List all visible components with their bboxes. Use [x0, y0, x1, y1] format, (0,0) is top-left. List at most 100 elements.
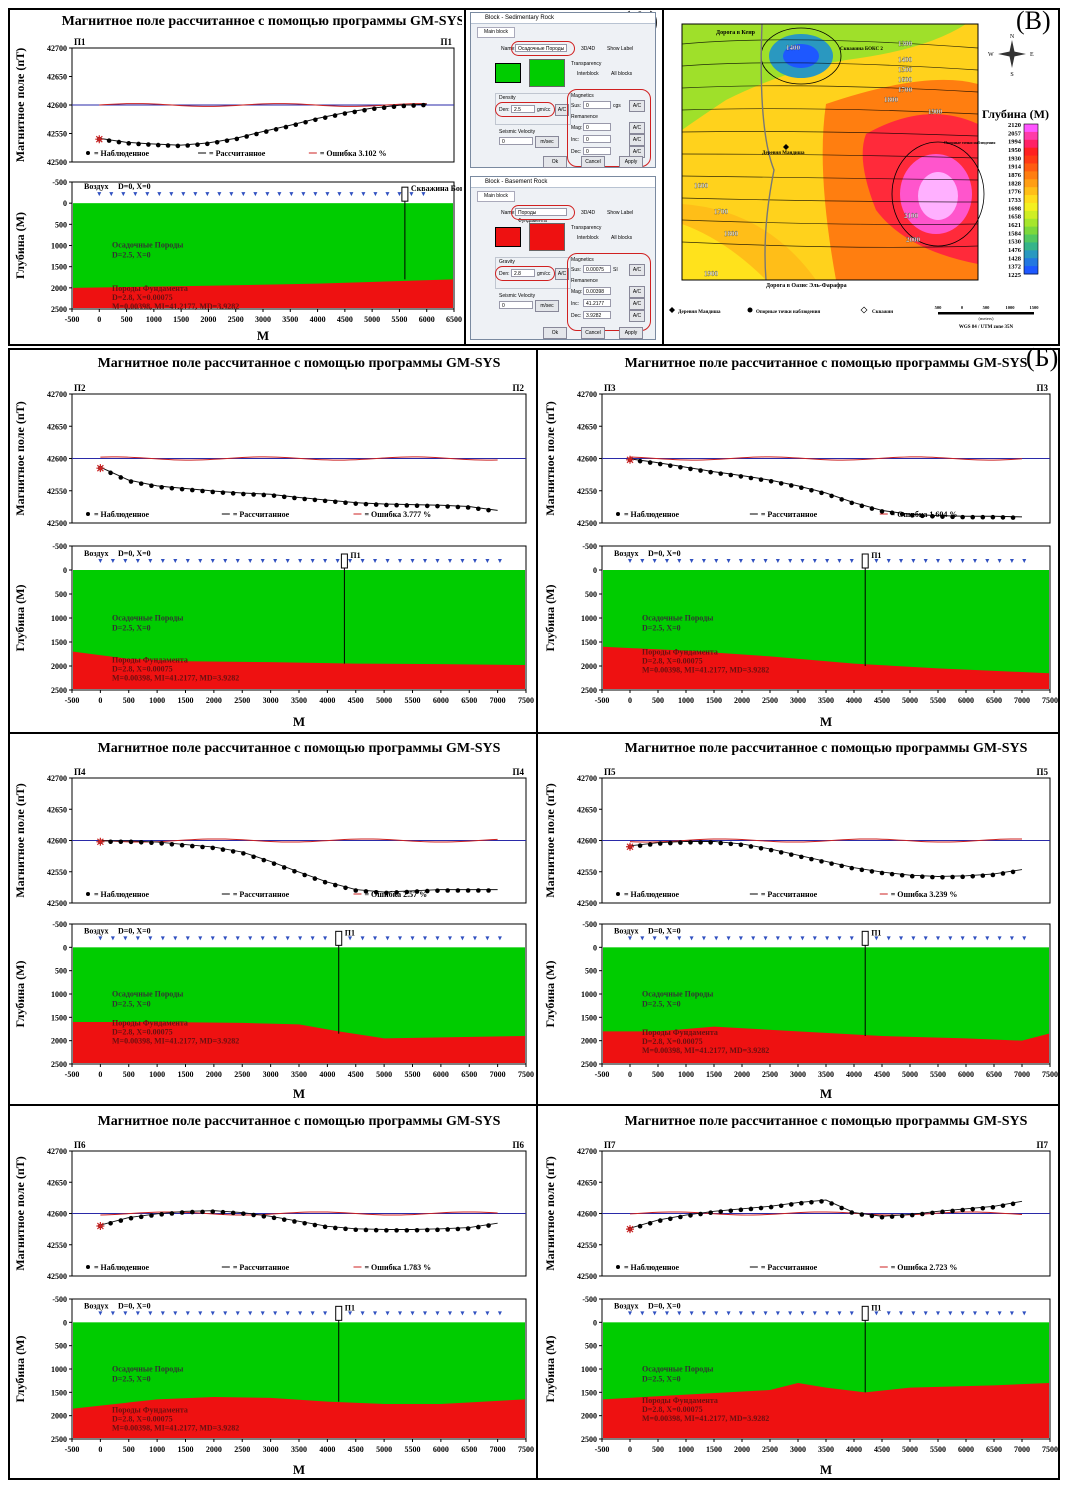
sus-field[interactable]: 0.00075 [583, 265, 611, 273]
observed-point [401, 103, 407, 109]
observed-point [879, 870, 885, 876]
legend-observed: = Наблюденное [624, 890, 680, 899]
apply-button[interactable]: Apply [619, 156, 643, 168]
station-marker [348, 1311, 353, 1316]
station-marker [726, 936, 731, 941]
station-marker [210, 559, 215, 563]
inc-ac-button[interactable]: A/C [629, 134, 645, 146]
depth-tick-label: 2000 [581, 1412, 597, 1421]
x-tick-label: 7000 [1014, 1070, 1030, 1079]
mag-ac-button[interactable]: A/C [629, 286, 645, 298]
profile-start-label: П3 [604, 383, 616, 393]
color-swatch-large[interactable] [529, 223, 565, 251]
inc-field[interactable]: 41.2177 [583, 299, 611, 307]
station-marker [664, 936, 669, 941]
dialog-tab[interactable]: Main block [477, 27, 515, 38]
dec-field[interactable]: 3.9282 [583, 311, 611, 319]
apply-button[interactable]: Apply [619, 327, 643, 339]
station-marker [98, 936, 103, 941]
observed-point [220, 490, 226, 495]
dialog-tab[interactable]: Main block [477, 191, 515, 202]
checkbox-3d[interactable]: 3D/4D [581, 210, 596, 216]
place-south: Дорога в Оазис Эль-Фарафра [766, 282, 847, 289]
density-ac-button[interactable]: A/C [555, 268, 569, 280]
x-tick-label: 1500 [178, 1445, 194, 1454]
dec-field[interactable]: 0 [583, 147, 611, 155]
inc-field[interactable]: 0 [583, 135, 611, 143]
x-tick-label: 6500 [986, 696, 1002, 705]
seismic-field[interactable]: 0 [499, 137, 533, 145]
x-tick-label: 3000 [790, 1445, 806, 1454]
mag-field[interactable]: 0 [583, 123, 611, 131]
seismic-unit[interactable]: m/sec [535, 136, 559, 148]
observed-point [688, 466, 693, 472]
observed-point [322, 879, 328, 885]
legend-observed-symbol [86, 512, 90, 516]
magnetic-axis-label: Магнитное поле (пТ) [543, 783, 557, 897]
inc-ac-button[interactable]: A/C [629, 298, 645, 310]
observed-point [950, 514, 955, 520]
station-marker [148, 936, 153, 941]
sus-ac-button[interactable]: A/C [629, 264, 645, 276]
station-marker [285, 559, 290, 563]
depth-tick-label: 500 [585, 1342, 597, 1351]
option-interblock[interactable]: Interblock [577, 71, 599, 77]
start-marker [626, 1225, 634, 1234]
ok-button[interactable]: Ok [543, 156, 567, 168]
sus-field[interactable]: 0 [583, 101, 611, 109]
compass-s: S [1010, 72, 1013, 78]
ok-button[interactable]: Ok [543, 327, 567, 339]
checkbox-show-label[interactable]: Show Label [607, 210, 634, 216]
seismic-field[interactable]: 0 [499, 301, 533, 309]
observed-point [108, 839, 113, 845]
observed-point [869, 869, 875, 874]
color-swatch-small[interactable] [495, 63, 521, 83]
density-field[interactable]: 2.5 [511, 105, 535, 113]
x-tick-label: 4500 [348, 696, 364, 705]
place-village: Деревня Мандиша [762, 151, 805, 156]
mag-tick-label: 42500 [47, 1272, 67, 1281]
option-interblock[interactable]: Interblock [577, 235, 599, 241]
mag-label: Mag: [571, 125, 583, 131]
compass-icon [998, 40, 1026, 68]
start-marker [96, 464, 105, 473]
x-tick-label: 4000 [310, 315, 326, 324]
color-swatch-large[interactable] [529, 59, 565, 87]
option-all-blocks[interactable]: All blocks [611, 71, 633, 77]
observed-point [373, 502, 379, 507]
x-tick-label: 7500 [518, 1445, 534, 1454]
depth-tick-label: 1500 [51, 638, 67, 647]
checkbox-3d[interactable]: 3D/4D [581, 46, 596, 52]
color-swatch-small[interactable] [495, 227, 521, 247]
station-marker [260, 936, 265, 941]
mag-ac-button[interactable]: A/C [629, 122, 645, 134]
observed-point [435, 503, 440, 509]
observed-point [668, 1216, 673, 1222]
station-marker [398, 559, 403, 563]
mag-tick-label: 42700 [47, 390, 67, 399]
station-marker [1009, 559, 1014, 563]
mag-field[interactable]: 0.00398 [583, 287, 611, 295]
option-all-blocks[interactable]: All blocks [611, 235, 633, 241]
density-ac-button[interactable]: A/C [555, 104, 569, 116]
depth-tick-label: -500 [582, 920, 597, 929]
dec-ac-button[interactable]: A/C [629, 310, 645, 322]
station-marker [775, 559, 780, 563]
station-marker [640, 559, 645, 563]
station-marker [310, 1311, 315, 1316]
station-marker [447, 1311, 452, 1316]
cancel-button[interactable]: Cancel [581, 156, 605, 168]
sus-ac-button[interactable]: A/C [629, 100, 645, 112]
x-tick-label: 3000 [790, 1070, 806, 1079]
seismic-unit[interactable]: m/sec [535, 300, 559, 312]
sediment-label: Осадочные Породы [112, 989, 184, 998]
station-marker [849, 936, 854, 941]
density-field[interactable]: 2.8 [511, 269, 535, 277]
legend-value: 1930 [1008, 155, 1021, 162]
cancel-button[interactable]: Cancel [581, 327, 605, 339]
checkbox-show-label[interactable]: Show Label [607, 46, 634, 52]
road-line [760, 23, 775, 281]
chart-p2: Магнитное поле рассчитанное с помощью пр… [13, 356, 534, 729]
bottom-frame [8, 348, 1060, 1480]
observed-point [1010, 515, 1016, 520]
